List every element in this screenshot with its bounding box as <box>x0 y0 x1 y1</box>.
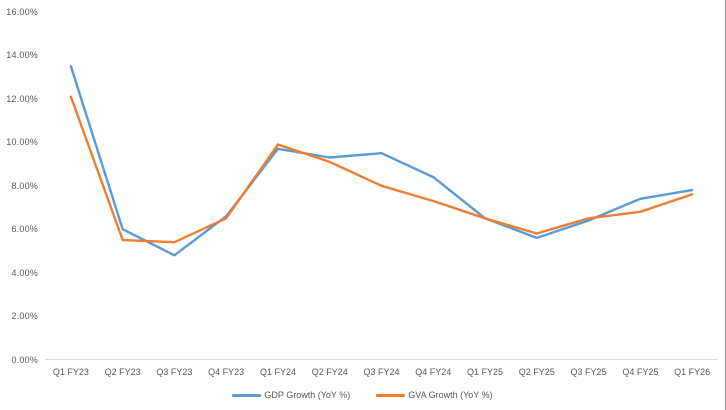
legend-item-gva: GVA Growth (YoY %) <box>376 390 493 400</box>
legend-label-gdp: GDP Growth (YoY %) <box>264 390 351 400</box>
gva-line-swatch-icon <box>376 393 406 397</box>
legend-label-gva: GVA Growth (YoY %) <box>408 390 493 400</box>
legend: GDP Growth (YoY %) GVA Growth (YoY %) <box>0 390 725 400</box>
gva-growth-line <box>69 95 694 244</box>
gdp-line-swatch-icon <box>232 393 262 397</box>
legend-item-gdp: GDP Growth (YoY %) <box>232 390 350 400</box>
gdp-growth-line <box>69 65 694 257</box>
